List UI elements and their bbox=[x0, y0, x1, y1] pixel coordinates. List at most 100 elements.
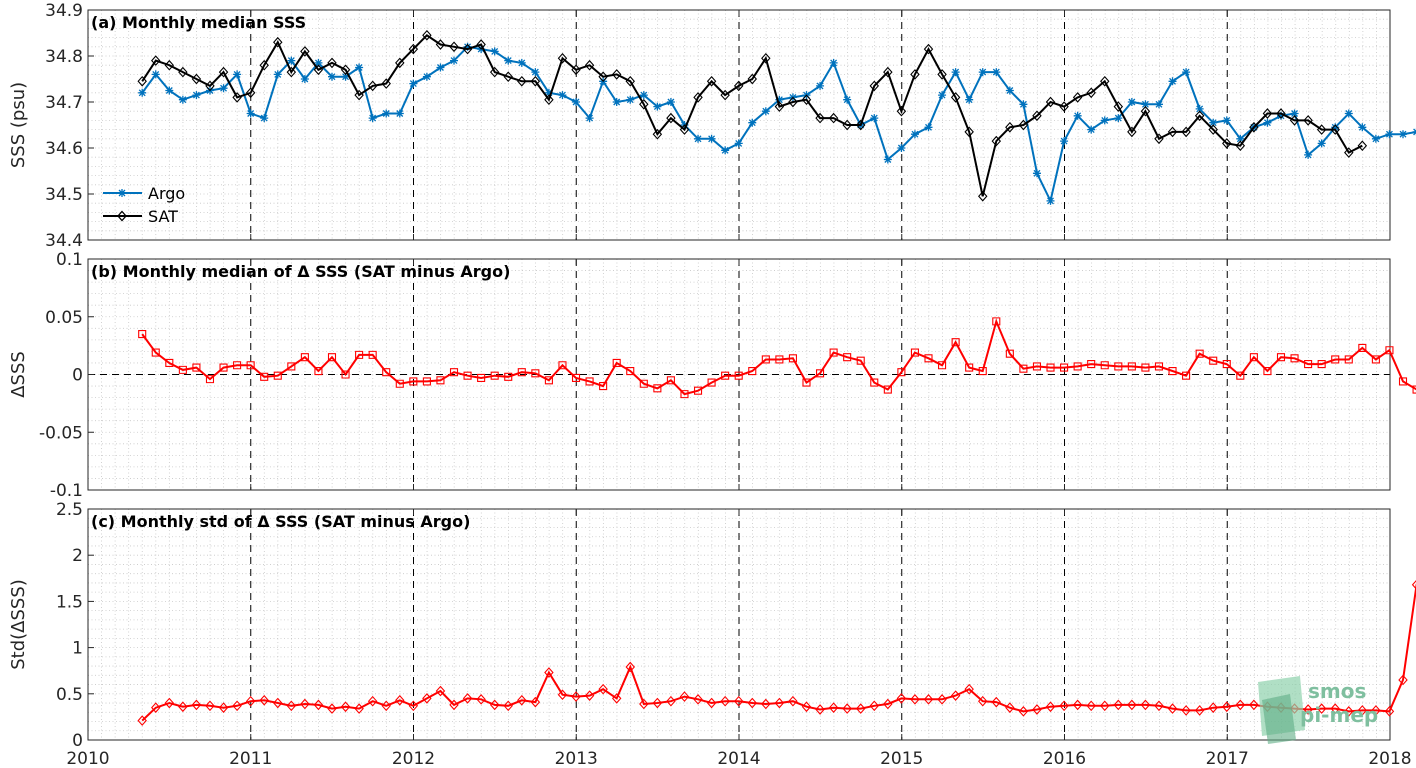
data-point bbox=[260, 372, 269, 381]
data-point bbox=[679, 691, 690, 702]
data-point bbox=[707, 134, 716, 143]
data-point bbox=[531, 369, 540, 378]
data-point bbox=[1127, 362, 1136, 371]
y-tick-label: 1 bbox=[72, 639, 83, 659]
data-point bbox=[355, 63, 364, 72]
data-point bbox=[286, 700, 297, 712]
data-point bbox=[611, 693, 622, 704]
data-point bbox=[598, 71, 608, 83]
data-point bbox=[1331, 123, 1340, 132]
data-point bbox=[205, 700, 215, 712]
y-tick-label: 34.5 bbox=[45, 185, 83, 205]
data-point bbox=[585, 114, 594, 123]
data-point bbox=[1263, 118, 1272, 127]
data-point bbox=[260, 114, 269, 123]
data-point bbox=[1059, 101, 1069, 112]
panel-a-monthly-median-sss: 34.4 34.5 34.6 34.7 34.8 34.9 SSS (psu) (a) Mon… bbox=[8, 1, 1416, 251]
data-point bbox=[1236, 371, 1245, 380]
data-point bbox=[652, 697, 663, 709]
data-point bbox=[1371, 134, 1380, 143]
data-point bbox=[910, 694, 920, 705]
data-point bbox=[937, 694, 947, 705]
data-point bbox=[1127, 126, 1137, 138]
watermark-line2: pi-mep bbox=[1300, 703, 1378, 727]
data-point bbox=[775, 355, 784, 364]
data-point bbox=[530, 696, 541, 708]
data-point bbox=[1222, 116, 1231, 125]
data-point bbox=[1141, 100, 1150, 109]
data-point bbox=[178, 95, 187, 104]
data-point bbox=[422, 29, 432, 41]
x-tick-label: 2011 bbox=[229, 749, 272, 768]
data-point bbox=[435, 39, 446, 50]
watermark-logo-shape bbox=[1262, 694, 1296, 744]
data-point bbox=[1249, 699, 1259, 711]
data-point bbox=[205, 80, 215, 92]
data-point bbox=[611, 69, 622, 80]
data-point bbox=[1140, 699, 1151, 711]
panel-c-monthly-std-delta-sss: 0 0.5 1 1.5 2 2.5 Std(ΔSSS) (c) Monthly std of … bbox=[8, 500, 1416, 768]
data-point bbox=[870, 114, 879, 123]
series-line bbox=[141, 34, 1363, 197]
data-point bbox=[178, 66, 188, 78]
data-point bbox=[530, 75, 541, 87]
data-point bbox=[313, 64, 324, 76]
data-point bbox=[883, 385, 892, 394]
data-point bbox=[964, 683, 974, 695]
data-point bbox=[828, 112, 839, 124]
panel-b-monthly-median-delta-sss: -0.1 -0.05 0 0.05 0.1 ΔSSS (b) Monthly median … bbox=[8, 250, 1416, 501]
data-point bbox=[1316, 124, 1327, 135]
data-point bbox=[1086, 87, 1096, 99]
data-point bbox=[1046, 196, 1055, 205]
data-point bbox=[1018, 119, 1029, 131]
data-point bbox=[395, 694, 405, 706]
data-point bbox=[1235, 140, 1246, 152]
data-point bbox=[409, 377, 418, 386]
data-point bbox=[937, 69, 947, 80]
series-sat bbox=[137, 29, 1368, 202]
data-point bbox=[151, 55, 161, 66]
data-point bbox=[517, 58, 526, 67]
x-tick-label: 2018 bbox=[1368, 749, 1411, 768]
data-point bbox=[1316, 703, 1327, 714]
data-point bbox=[557, 689, 568, 701]
data-point bbox=[870, 378, 879, 387]
data-point bbox=[734, 139, 743, 148]
data-point bbox=[1262, 108, 1273, 119]
data-point bbox=[1032, 704, 1042, 715]
data-point bbox=[1412, 385, 1416, 394]
data-point bbox=[747, 697, 757, 709]
data-point bbox=[1209, 356, 1218, 365]
data-point bbox=[951, 68, 960, 77]
data-point bbox=[869, 80, 880, 92]
data-point bbox=[382, 109, 391, 118]
data-point bbox=[1046, 363, 1055, 372]
data-point bbox=[855, 119, 866, 131]
data-point bbox=[504, 56, 513, 65]
data-point bbox=[151, 70, 160, 79]
data-point bbox=[1222, 701, 1232, 713]
data-point bbox=[408, 43, 419, 55]
data-point bbox=[178, 365, 187, 374]
data-point bbox=[775, 95, 784, 104]
data-point bbox=[964, 126, 974, 138]
legend-label: Argo bbox=[148, 184, 185, 203]
data-point bbox=[232, 700, 242, 712]
data-point bbox=[544, 667, 554, 678]
y-tick-label: 0.1 bbox=[56, 250, 83, 270]
data-point bbox=[137, 715, 147, 726]
data-point bbox=[923, 694, 934, 705]
data-point bbox=[191, 73, 202, 85]
data-point bbox=[1222, 138, 1232, 149]
data-point bbox=[1208, 702, 1218, 713]
data-point bbox=[706, 75, 717, 87]
data-point bbox=[341, 72, 350, 81]
data-point bbox=[1222, 360, 1231, 369]
data-point bbox=[1100, 116, 1109, 125]
data-point bbox=[517, 368, 526, 377]
data-point bbox=[721, 371, 730, 380]
y-tick-label: 34.6 bbox=[45, 139, 83, 159]
data-point bbox=[1154, 133, 1164, 145]
data-point bbox=[368, 114, 377, 123]
